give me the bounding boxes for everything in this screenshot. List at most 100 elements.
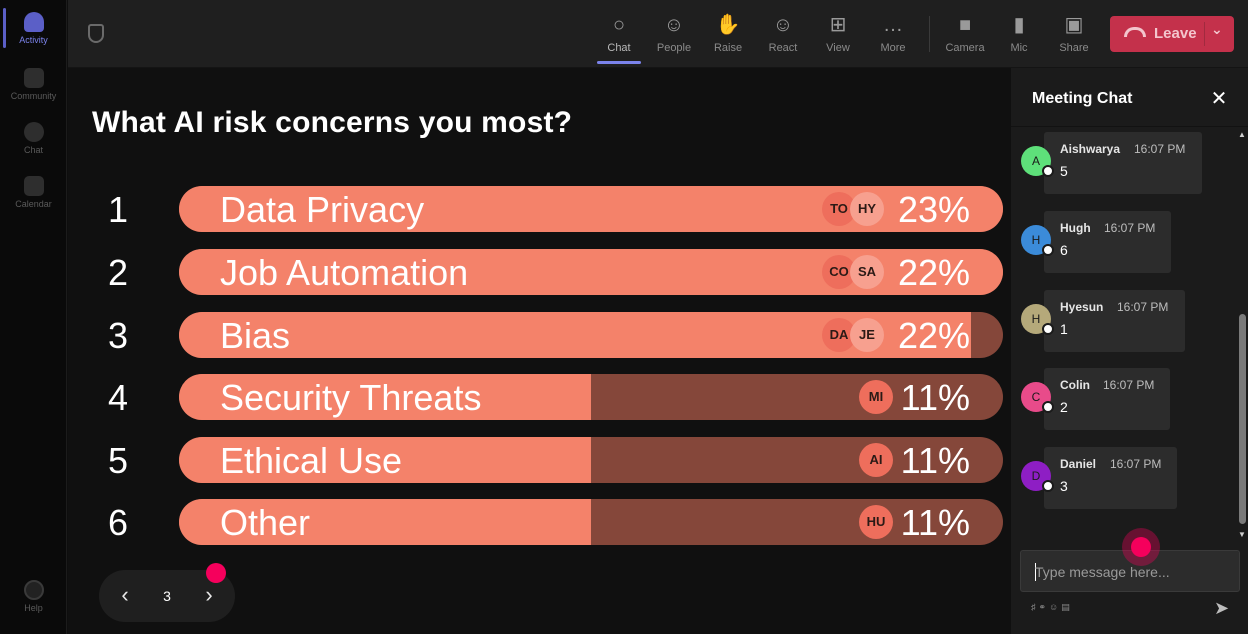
message-text: 1 <box>1060 321 1068 337</box>
app-rail: Activity Community Chat Calendar Help <box>0 0 67 634</box>
chat-message[interactable]: Colin 16:07 PM 2 C <box>1011 368 1241 430</box>
chevron-down-icon[interactable]: ⌄ <box>1211 21 1223 37</box>
message-sender: Hyesun <box>1060 300 1104 314</box>
leave-button[interactable]: Leave ⌄ <box>1110 16 1234 52</box>
tool-label: More <box>880 42 906 54</box>
poll-option-row: 4 Security Threats MI 11% <box>68 374 1010 420</box>
tool-label: Camera <box>945 42 985 54</box>
next-page-button[interactable]: › <box>205 582 213 607</box>
chat-message-input[interactable] <box>1035 562 1225 582</box>
avatar[interactable]: C <box>1021 382 1054 413</box>
rail-item-calendar[interactable]: Calendar <box>0 176 67 209</box>
message-bubble: Colin 16:07 PM 2 <box>1044 368 1170 430</box>
chat-message[interactable]: Aishwarya 16:07 PM 5 A <box>1011 132 1241 194</box>
send-icon[interactable]: ➤ <box>1214 598 1230 618</box>
bell-icon <box>23 12 44 32</box>
chat-compose-box[interactable] <box>1020 550 1240 592</box>
tool-view[interactable]: ⊞ View <box>810 0 866 66</box>
poll-option-label: Job Automation <box>220 252 469 293</box>
tool-camera[interactable]: ■ Camera <box>937 0 993 66</box>
avatar[interactable]: D <box>1021 461 1054 492</box>
scroll-thumb[interactable] <box>1239 314 1246 524</box>
avatar-initial: H <box>1031 312 1041 326</box>
message-timestamp: 16:07 PM <box>1117 300 1169 314</box>
meeting-toolbar: ○ Chat ☺ People ✋ Raise ☺ React ⊞ View …… <box>68 0 1248 68</box>
poll-option-rank: 1 <box>108 189 129 230</box>
avatar[interactable]: H <box>1021 304 1054 335</box>
poll-question: What AI risk concerns you most? <box>92 106 573 139</box>
leave-divider <box>1204 22 1205 46</box>
toolbar-divider <box>929 16 930 52</box>
avatar-initial: C <box>1031 390 1041 404</box>
poll-option-percent: 11% <box>900 502 970 543</box>
chat-title: Meeting Chat <box>1032 90 1133 107</box>
tool-label: Chat <box>607 42 631 54</box>
chat-scrollbar[interactable]: ▲ ▼ <box>1237 130 1247 542</box>
avatar-initial: H <box>1031 233 1041 247</box>
scroll-down-icon[interactable]: ▼ <box>1238 530 1246 539</box>
share-icon: ▣ <box>1064 14 1084 36</box>
poll-option-rank: 4 <box>108 377 129 418</box>
previous-page-button[interactable]: ‹ <box>121 582 129 607</box>
rail-item-label: Help <box>24 603 43 613</box>
tool-label: React <box>768 42 798 54</box>
rail-item-label: Chat <box>23 145 43 155</box>
rail-item-activity[interactable]: Activity <box>0 12 67 45</box>
avatar[interactable]: H <box>1021 225 1054 256</box>
close-icon[interactable]: ✕ <box>1210 88 1228 110</box>
message-bubble: Daniel 16:07 PM 3 <box>1044 447 1177 509</box>
scroll-up-icon[interactable]: ▲ <box>1238 130 1246 139</box>
message-sender: Daniel <box>1060 457 1097 471</box>
tool-label: People <box>656 42 692 54</box>
tool-people[interactable]: ☺ People <box>646 0 702 66</box>
message-text: 2 <box>1060 399 1068 415</box>
poll-bar-fill <box>179 437 591 483</box>
chat-message[interactable]: Hyesun 16:07 PM 1 H <box>1011 290 1241 352</box>
tool-share[interactable]: ▣ Share <box>1046 0 1102 66</box>
rail-item-label: Activity <box>19 35 48 45</box>
tool-label: View <box>826 42 850 54</box>
poll-option-percent: 23% <box>897 189 970 230</box>
grid-icon: ⊞ <box>829 14 847 36</box>
tool-more[interactable]: … More <box>865 0 921 66</box>
poll-option-percent: 22% <box>897 252 970 293</box>
poll-option-label: Data Privacy <box>220 189 425 230</box>
message-timestamp: 16:07 PM <box>1103 378 1155 392</box>
voter-avatar: JE <box>850 318 884 352</box>
tool-react[interactable]: ☺ React <box>755 0 811 66</box>
poll-option-row: 5 Ethical Use AI 11% <box>68 437 1010 483</box>
chat-message[interactable]: Daniel 16:07 PM 3 D <box>1011 447 1241 509</box>
format-icon[interactable]: ♯ <box>1031 602 1039 612</box>
format-toolbar[interactable]: ♯⚭☺▤ <box>1031 602 1073 613</box>
rail-item-help[interactable]: Help <box>0 580 67 613</box>
tool-label: Raise <box>713 42 743 54</box>
poll-bar-fill <box>179 374 591 420</box>
message-sender: Aishwarya <box>1060 142 1121 156</box>
message-sender: Colin <box>1060 378 1090 392</box>
emoji-icon[interactable]: ☺ <box>1049 602 1062 612</box>
message-text: 6 <box>1060 242 1068 258</box>
attach-icon[interactable]: ⚭ <box>1038 602 1050 612</box>
rail-item-chat[interactable]: Chat <box>0 122 67 155</box>
tool-label: Mic <box>1010 42 1028 54</box>
more-icon: … <box>883 14 903 36</box>
chat-message-list[interactable]: Aishwarya 16:07 PM 5 A Hugh 16:07 PM 6 H Hyesun 1… <box>1011 128 1248 542</box>
chat-message[interactable]: Hugh 16:07 PM 6 H <box>1011 211 1241 273</box>
gif-icon[interactable]: ▤ <box>1061 602 1073 612</box>
avatar[interactable]: A <box>1021 146 1054 177</box>
message-bubble: Aishwarya 16:07 PM 5 <box>1044 132 1202 194</box>
message-timestamp: 16:07 PM <box>1110 457 1162 471</box>
message-timestamp: 16:07 PM <box>1134 142 1186 156</box>
rail-item-community[interactable]: Community <box>0 68 67 101</box>
avatar-initial: D <box>1031 469 1041 483</box>
tool-raise-hand[interactable]: ✋ Raise <box>700 0 756 66</box>
tool-mic[interactable]: ▮ Mic <box>991 0 1047 66</box>
poll-option-row: 6 Other HU 11% <box>68 499 1010 545</box>
presence-status-icon <box>1042 244 1054 256</box>
poll-option-rank: 6 <box>108 502 129 543</box>
rail-item-label: Calendar <box>15 199 52 209</box>
tool-chat[interactable]: ○ Chat <box>591 0 647 66</box>
community-icon <box>23 68 44 88</box>
chat-header-divider <box>1011 126 1248 127</box>
poll-option-row: 1 Data Privacy TO HY 23% <box>68 186 1010 232</box>
